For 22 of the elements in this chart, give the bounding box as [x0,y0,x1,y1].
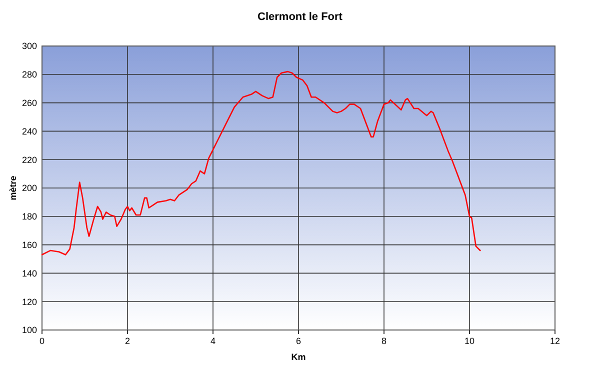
x-axis-title: Km [291,352,306,362]
x-tick-label: 8 [381,336,387,346]
y-tick-label: 140 [22,268,37,278]
y-tick-label: 260 [22,98,37,108]
y-axis-title: mètre [8,176,18,200]
line-series [41,70,481,256]
y-tick-label: 100 [22,325,37,336]
x-tick-label: 12 [550,336,560,346]
y-tick-label: 160 [22,240,37,250]
y-tick-label: 280 [22,70,37,80]
y-tick-label: 300 [22,41,37,52]
x-tick-label: 6 [296,336,302,346]
y-tick-label: 120 [22,296,37,307]
y-tick-label: 200 [22,183,37,194]
x-tick-label: 0 [39,336,45,346]
y-tick-label: 180 [22,212,37,222]
y-tick-label: 240 [22,126,37,136]
chart-title: Clermont le Fort [258,11,343,23]
x-tick-label: 2 [124,336,130,346]
y-tick-label: 220 [22,154,37,165]
x-tick-label: 4 [210,336,216,346]
x-tick-label: 10 [464,336,475,346]
